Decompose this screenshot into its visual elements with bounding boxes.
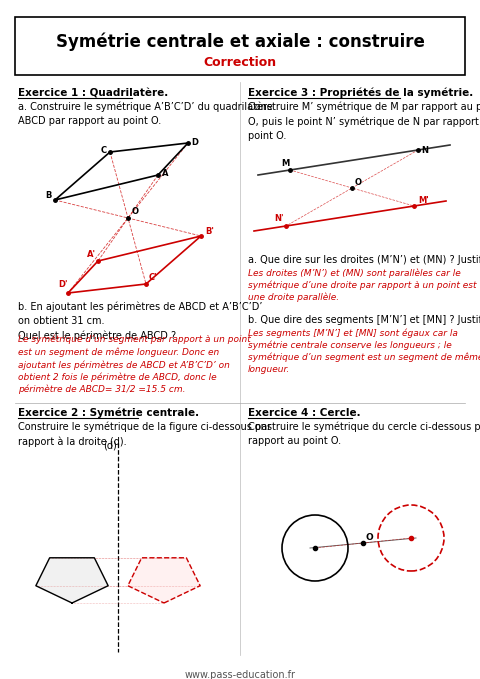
Text: a. Construire le symétrique A’B’C’D’ du quadrilatère
ABCD par rapport au point O: a. Construire le symétrique A’B’C’D’ du … [18, 102, 273, 126]
Text: D: D [191, 138, 198, 147]
Text: B: B [45, 191, 51, 200]
Text: Exercice 1 : Quadrilatère.: Exercice 1 : Quadrilatère. [18, 88, 168, 98]
Text: Les segments [M’N’] et [MN] sont égaux car la
symétrie centrale conserve les lon: Les segments [M’N’] et [MN] sont égaux c… [248, 328, 480, 374]
Text: Symétrie centrale et axiale : construire: Symétrie centrale et axiale : construire [56, 33, 424, 51]
Text: Construire M’ symétrique de M par rapport au point
O, puis le point N’ symétriqu: Construire M’ symétrique de M par rappor… [248, 102, 480, 141]
Text: B': B' [205, 227, 214, 236]
Text: Exercice 3 : Propriétés de la symétrie.: Exercice 3 : Propriétés de la symétrie. [248, 88, 473, 98]
Text: O: O [132, 207, 139, 216]
Text: a. Que dire sur les droites (M’N’) et (MN) ? Justifier: a. Que dire sur les droites (M’N’) et (M… [248, 255, 480, 265]
Text: C: C [101, 146, 107, 155]
Text: b. Que dire des segments [M’N’] et [MN] ? Justifier: b. Que dire des segments [M’N’] et [MN] … [248, 315, 480, 325]
Text: A': A' [87, 250, 96, 259]
Text: O: O [355, 178, 362, 187]
Text: b. En ajoutant les périmètres de ABCD et A’B’C’D’
on obtient 31 cm.
Quel est le : b. En ajoutant les périmètres de ABCD et… [18, 302, 263, 342]
Text: Construire le symétrique de la figure ci-dessous par
rapport à la droite (d).: Construire le symétrique de la figure ci… [18, 422, 271, 447]
Text: C': C' [149, 273, 157, 282]
Text: O: O [366, 533, 374, 542]
Text: Le symétrique d’un segment par rapport à un point
est un segment de même longueu: Le symétrique d’un segment par rapport à… [18, 335, 251, 394]
Text: Exercice 2 : Symétrie centrale.: Exercice 2 : Symétrie centrale. [18, 408, 199, 418]
Text: N': N' [274, 214, 284, 223]
Text: Construire le symétrique du cercle ci-dessous par
rapport au point O.: Construire le symétrique du cercle ci-de… [248, 422, 480, 447]
Text: M: M [281, 159, 289, 168]
Text: M': M' [418, 196, 429, 205]
Text: (d): (d) [103, 440, 117, 450]
Text: Correction: Correction [204, 56, 276, 69]
Text: N: N [421, 146, 428, 155]
Polygon shape [128, 557, 200, 603]
Text: A: A [162, 169, 168, 178]
Text: Exercice 4 : Cercle.: Exercice 4 : Cercle. [248, 408, 360, 418]
Text: www.pass-education.fr: www.pass-education.fr [184, 670, 296, 679]
Polygon shape [36, 557, 108, 603]
FancyBboxPatch shape [15, 17, 465, 75]
Text: D': D' [58, 280, 68, 289]
Text: Les droites (M’N’) et (MN) sont parallèles car le
symétrique d’une droite par ra: Les droites (M’N’) et (MN) sont parallèl… [248, 268, 477, 303]
